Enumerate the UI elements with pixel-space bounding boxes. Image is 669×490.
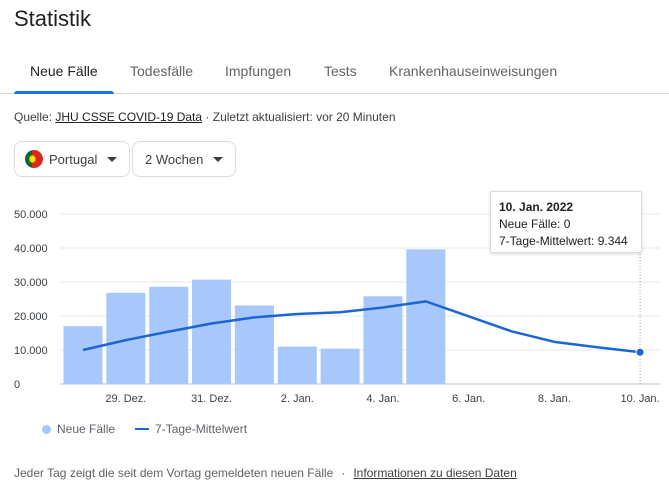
tab-tests[interactable]: Tests <box>324 63 357 79</box>
tab-krankenhauseinweisungen[interactable]: Krankenhauseinweisungen <box>389 63 558 79</box>
tooltip-new-cases: Neue Fälle: 0 <box>499 217 571 231</box>
caret-down-icon <box>107 156 118 162</box>
caret-down-icon <box>213 156 224 162</box>
footer-note: Jeder Tag zeigt die seit dem Vortag geme… <box>14 466 517 480</box>
y-tick-label: 20.000 <box>14 311 48 323</box>
chart-legend: Neue Fälle 7-Tage-Mittelwert <box>42 422 247 436</box>
x-tick-label: 2. Jan. <box>281 393 314 405</box>
country-label: Portugal <box>49 151 98 167</box>
tab-impfungen[interactable]: Impfungen <box>225 63 292 79</box>
bar <box>63 326 103 384</box>
y-tick-label: 40.000 <box>14 243 48 255</box>
legend-bars-label: Neue Fälle <box>57 422 116 436</box>
legend-line-label: 7-Tage-Mittelwert <box>155 422 248 436</box>
series-line <box>82 300 641 354</box>
x-tick-label: 8. Jan. <box>538 393 571 405</box>
x-tick-label: 31. Dez. <box>191 393 232 405</box>
tab-neue-faelle[interactable]: Neue Fälle <box>30 63 98 79</box>
tooltip-date: 10. Jan. 2022 <box>499 200 574 214</box>
x-tick-label: 10. Jan. <box>620 393 659 405</box>
tab-todesfaelle[interactable]: Todesfälle <box>130 63 194 79</box>
x-tick-label: 6. Jan. <box>452 393 485 405</box>
y-tick-label: 10.000 <box>14 345 48 357</box>
bar <box>406 249 446 384</box>
x-tick-label: 29. Dez. <box>105 393 146 405</box>
y-tick-label: 50.000 <box>14 209 48 221</box>
last-updated: · Zuletzt aktualisiert: vor 20 Minuten <box>202 110 396 124</box>
source-link[interactable]: JHU CSSE COVID-19 Data <box>55 110 203 124</box>
source-line: Quelle: JHU CSSE COVID-19 Data · Zuletzt… <box>14 110 396 124</box>
portugal-flag-icon <box>25 150 43 168</box>
bar <box>320 348 360 384</box>
chart-tooltip: 10. Jan. 2022 Neue Fälle: 0 7-Tage-Mitte… <box>490 191 642 253</box>
bar <box>192 279 232 384</box>
bar <box>363 296 403 384</box>
stats-tabs: Neue Fälle Todesfälle Impfungen Tests Kr… <box>0 54 669 94</box>
range-label: 2 Wochen <box>145 151 204 167</box>
footer-text: Jeder Tag zeigt die seit dem Vortag geme… <box>14 466 334 480</box>
y-tick-label: 30.000 <box>14 277 48 289</box>
highlight-point <box>635 347 645 357</box>
y-tick-label: 0 <box>14 379 20 391</box>
legend-bar-swatch <box>42 424 51 434</box>
active-tab-indicator <box>14 91 114 94</box>
tooltip-average: 7-Tage-Mittelwert: 9.344 <box>499 234 628 248</box>
source-prefix: Quelle: <box>14 110 56 124</box>
bar <box>277 346 317 384</box>
country-dropdown[interactable]: Portugal <box>14 141 131 177</box>
x-tick-label: 4. Jan. <box>366 393 399 405</box>
footer-separator: · <box>341 466 346 480</box>
data-info-link[interactable]: Informationen zu diesen Daten <box>353 466 517 480</box>
cases-chart[interactable]: 0 10.000 20.000 30.000 40.000 50.000 29. Dez. 3… <box>0 186 669 416</box>
range-dropdown[interactable]: 2 Wochen <box>132 141 237 177</box>
legend-line-swatch <box>135 428 150 430</box>
page-title: Statistik <box>14 6 92 31</box>
